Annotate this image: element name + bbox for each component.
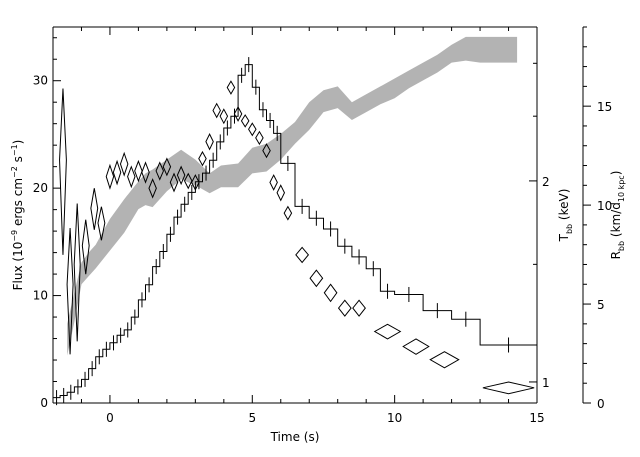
rbb-tick-label: 0 — [597, 397, 605, 411]
tbb-diamond — [105, 163, 115, 190]
flux-tick-label: 30 — [33, 74, 48, 88]
tbb-diamond — [81, 219, 90, 275]
tbb-diamond — [141, 161, 150, 184]
tbb-diamond — [309, 269, 324, 288]
tbb-diamond — [134, 159, 143, 183]
tbb-tick-label: 1 — [542, 376, 550, 390]
tbb-diamond — [148, 178, 157, 199]
x-axis-title: Time (s) — [270, 430, 320, 444]
rbb-band — [67, 36, 518, 356]
tbb-diamond — [233, 106, 243, 122]
tbb-diamond — [482, 381, 535, 395]
flux-tick-label: 10 — [33, 289, 48, 303]
tbb-diamond — [283, 205, 293, 221]
x-tick-label: 0 — [106, 411, 114, 425]
flux-tick-label: 0 — [40, 396, 48, 410]
tbb-diamond — [90, 188, 99, 230]
tbb-diamond — [295, 246, 310, 264]
flux-histogram — [53, 64, 537, 399]
tbb-tick-label: 2 — [542, 175, 550, 189]
tbb-diamond — [226, 80, 236, 95]
rbb-tick-label: 10 — [597, 199, 612, 213]
flux-axis-title: Flux (10−9 ergs cm−2 s−1) — [10, 140, 25, 291]
tbb-diamond — [155, 161, 165, 181]
tbb-diamond — [127, 165, 136, 189]
tbb-diamond — [262, 143, 271, 159]
tbb-diamond — [219, 108, 229, 125]
rbb-tick-label: 15 — [597, 100, 612, 114]
x-tick-label: 5 — [248, 411, 256, 425]
tbb-diamond — [162, 157, 172, 177]
tbb-axis-title: Tbb (keV) — [557, 189, 574, 243]
tbb-diamond — [97, 206, 106, 241]
tbb-diamond — [176, 165, 186, 186]
tbb-diamond — [352, 299, 366, 317]
tbb-diamond — [169, 172, 179, 193]
x-tick-label: 15 — [529, 411, 544, 425]
tbb-diamond — [269, 174, 278, 191]
tbb-diamond — [373, 323, 402, 340]
tbb-diamond — [337, 299, 352, 317]
flux-tick-label: 20 — [33, 181, 48, 195]
rbb-axis-title: Rbb (km/d10 kpc) — [609, 171, 626, 260]
tbb-diamond — [240, 114, 250, 128]
tbb-diamond — [119, 151, 129, 177]
tbb-diamond — [429, 351, 460, 369]
tbb-diamond — [191, 174, 200, 191]
x-tick-label: 10 — [387, 411, 402, 425]
tbb-diamond — [205, 133, 214, 151]
tbb-diamond — [59, 88, 67, 255]
rbb-tick-label: 5 — [597, 298, 605, 312]
tbb-diamond — [255, 130, 264, 146]
tbb-diamond — [323, 283, 338, 303]
tbb-diamond — [212, 102, 221, 119]
tbb-diamond — [183, 172, 193, 190]
tbb-diamond — [112, 159, 122, 186]
tbb-diamond — [73, 203, 81, 342]
tbb-diamond — [66, 228, 74, 355]
tbb-diamond — [276, 184, 286, 202]
tbb-diamond — [198, 150, 207, 167]
tbb-diamond — [402, 338, 430, 355]
tbb-diamond — [248, 122, 257, 137]
